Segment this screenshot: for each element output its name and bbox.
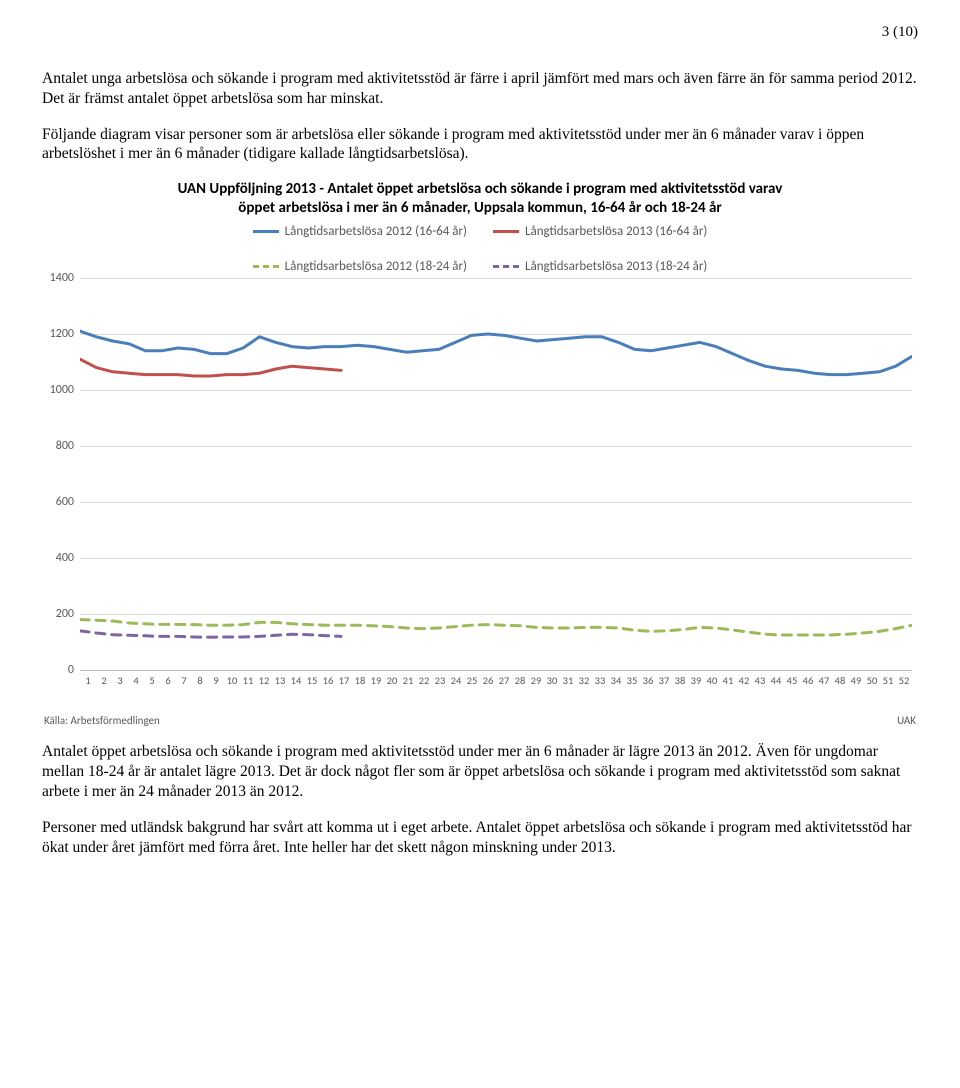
- legend-item-2: Långtidsarbetslösa 2012 (18-24 år): [253, 259, 467, 274]
- legend-item-1: Långtidsarbetslösa 2013 (16-64 år): [493, 224, 707, 239]
- x-tick-label: 49: [848, 674, 864, 687]
- plot-region: [80, 278, 912, 671]
- x-tick-label: 6: [160, 674, 176, 687]
- chart-series-line: [80, 631, 341, 637]
- x-tick-label: 29: [528, 674, 544, 687]
- x-tick-label: 52: [896, 674, 912, 687]
- x-tick-label: 3: [112, 674, 128, 687]
- x-tick-label: 32: [576, 674, 592, 687]
- x-tick-label: 26: [480, 674, 496, 687]
- x-tick-label: 19: [368, 674, 384, 687]
- x-tick-label: 45: [784, 674, 800, 687]
- y-tick-label: 0: [42, 663, 74, 677]
- x-tick-label: 14: [288, 674, 304, 687]
- y-tick-label: 1400: [42, 271, 74, 285]
- x-tick-label: 48: [832, 674, 848, 687]
- x-tick-label: 5: [144, 674, 160, 687]
- x-tick-label: 30: [544, 674, 560, 687]
- x-tick-label: 24: [448, 674, 464, 687]
- x-tick-label: 16: [320, 674, 336, 687]
- x-axis-ticks: 1234567891011121314151617181920212223242…: [80, 674, 912, 687]
- x-tick-label: 13: [272, 674, 288, 687]
- y-tick-label: 400: [42, 551, 74, 565]
- chart-source-right: UAK: [897, 714, 916, 727]
- chart-series-line: [80, 619, 912, 634]
- x-tick-label: 22: [416, 674, 432, 687]
- x-tick-label: 21: [400, 674, 416, 687]
- paragraph-2: Följande diagram visar personer som är a…: [42, 125, 918, 165]
- y-tick-label: 200: [42, 607, 74, 621]
- y-tick-label: 600: [42, 495, 74, 509]
- x-tick-label: 4: [128, 674, 144, 687]
- x-tick-label: 42: [736, 674, 752, 687]
- x-tick-label: 43: [752, 674, 768, 687]
- x-tick-label: 51: [880, 674, 896, 687]
- chart-container: UAN Uppföljning 2013 - Antalet öppet arb…: [42, 180, 918, 727]
- x-tick-label: 44: [768, 674, 784, 687]
- x-tick-label: 35: [624, 674, 640, 687]
- x-tick-label: 1: [80, 674, 96, 687]
- x-tick-label: 41: [720, 674, 736, 687]
- legend-item-0: Långtidsarbetslösa 2012 (16-64 år): [253, 224, 467, 239]
- x-tick-label: 20: [384, 674, 400, 687]
- x-tick-label: 25: [464, 674, 480, 687]
- chart-legend: Långtidsarbetslösa 2012 (16-64 år) Långt…: [42, 224, 918, 274]
- legend-item-3: Långtidsarbetslösa 2013 (18-24 år): [493, 259, 707, 274]
- x-tick-label: 15: [304, 674, 320, 687]
- x-tick-label: 37: [656, 674, 672, 687]
- legend-swatch-2: [253, 265, 279, 268]
- x-tick-label: 2: [96, 674, 112, 687]
- chart-title: UAN Uppföljning 2013 - Antalet öppet arb…: [42, 180, 918, 218]
- x-tick-label: 17: [336, 674, 352, 687]
- x-tick-label: 38: [672, 674, 688, 687]
- page-number: 3 (10): [42, 24, 918, 41]
- x-tick-label: 23: [432, 674, 448, 687]
- legend-label-1: Långtidsarbetslösa 2013 (16-64 år): [525, 224, 707, 239]
- legend-label-0: Långtidsarbetslösa 2012 (16-64 år): [285, 224, 467, 239]
- legend-label-2: Långtidsarbetslösa 2012 (18-24 år): [285, 259, 467, 274]
- chart-lines: [80, 278, 912, 670]
- x-tick-label: 10: [224, 674, 240, 687]
- paragraph-4: Personer med utländsk bakgrund har svårt…: [42, 818, 918, 858]
- x-tick-label: 12: [256, 674, 272, 687]
- y-tick-label: 1000: [42, 383, 74, 397]
- x-tick-label: 31: [560, 674, 576, 687]
- legend-swatch-3: [493, 265, 519, 268]
- y-tick-label: 800: [42, 439, 74, 453]
- x-tick-label: 11: [240, 674, 256, 687]
- x-tick-label: 8: [192, 674, 208, 687]
- y-tick-label: 1200: [42, 327, 74, 341]
- x-tick-label: 47: [816, 674, 832, 687]
- x-tick-label: 28: [512, 674, 528, 687]
- chart-series-line: [80, 359, 341, 376]
- x-tick-label: 9: [208, 674, 224, 687]
- chart-title-line2: öppet arbetslösa i mer än 6 månader, Upp…: [238, 199, 721, 217]
- x-tick-label: 40: [704, 674, 720, 687]
- x-tick-label: 7: [176, 674, 192, 687]
- paragraph-3: Antalet öppet arbetslösa och sökande i p…: [42, 742, 918, 801]
- x-tick-label: 36: [640, 674, 656, 687]
- chart-area: 0200400600800100012001400 12345678910111…: [42, 278, 918, 698]
- x-tick-label: 50: [864, 674, 880, 687]
- paragraph-1: Antalet unga arbetslösa och sökande i pr…: [42, 69, 918, 109]
- chart-source-row: Källa: Arbetsförmedlingen UAK: [42, 714, 918, 727]
- x-tick-label: 33: [592, 674, 608, 687]
- chart-series-line: [80, 331, 912, 374]
- x-tick-label: 39: [688, 674, 704, 687]
- legend-swatch-1: [493, 230, 519, 233]
- legend-swatch-0: [253, 230, 279, 233]
- x-tick-label: 27: [496, 674, 512, 687]
- x-tick-label: 46: [800, 674, 816, 687]
- chart-title-line1: UAN Uppföljning 2013 - Antalet öppet arb…: [178, 180, 783, 198]
- x-tick-label: 18: [352, 674, 368, 687]
- chart-source-left: Källa: Arbetsförmedlingen: [44, 714, 160, 727]
- x-tick-label: 34: [608, 674, 624, 687]
- legend-label-3: Långtidsarbetslösa 2013 (18-24 år): [525, 259, 707, 274]
